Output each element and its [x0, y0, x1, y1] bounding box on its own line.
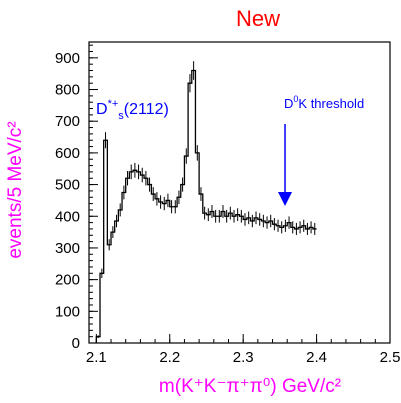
y-tick-label: 300	[55, 240, 80, 257]
y-tick-label: 600	[55, 145, 80, 162]
threshold-arrow	[278, 124, 293, 206]
y-tick-label: 0	[72, 335, 80, 352]
chart-title: New	[236, 6, 280, 31]
threshold-arrow-head	[278, 192, 293, 206]
peak-annotation: D*+s(2112)	[96, 98, 169, 122]
threshold-label-rest: K threshold	[298, 96, 364, 111]
y-tick-label: 100	[55, 303, 80, 320]
y-tick-label: 900	[55, 50, 80, 67]
y-tick-label: 200	[55, 272, 80, 289]
peak-label-sup: *+	[108, 98, 119, 110]
histogram-series	[95, 61, 317, 343]
x-tick-label: 2.5	[380, 349, 401, 366]
threshold-label-main: D	[284, 96, 293, 111]
plot-frame	[88, 41, 391, 344]
x-axis-ticks	[95, 334, 391, 343]
y-axis-ticks	[89, 44, 98, 344]
x-axis-tick-labels: 2.1 2.2 2.3 2.4 2.5	[86, 349, 401, 366]
threshold-label-sup: 0	[293, 94, 298, 104]
y-tick-label: 500	[55, 177, 80, 194]
x-axis-label: m(K⁺K⁻π⁺π⁰) GeV/c²	[159, 376, 341, 397]
y-tick-label: 800	[55, 82, 80, 99]
x-tick-label: 2.4	[306, 349, 327, 366]
y-axis-tick-labels: 0 100 200 300 400 500 600 700 800 900	[55, 50, 80, 352]
x-tick-label: 2.2	[159, 349, 180, 366]
x-tick-label: 2.3	[233, 349, 254, 366]
peak-label-mass: (2112)	[124, 101, 169, 118]
peak-label-sub: s	[118, 110, 124, 122]
y-tick-label: 700	[55, 113, 80, 130]
histogram-outline	[95, 69, 317, 343]
y-tick-label: 400	[55, 208, 80, 225]
threshold-annotation: D0K threshold	[284, 94, 364, 111]
x-tick-label: 2.1	[86, 349, 107, 366]
y-axis-label: events/5 MeV/c²	[5, 121, 26, 258]
peak-label-main: D	[96, 101, 108, 118]
